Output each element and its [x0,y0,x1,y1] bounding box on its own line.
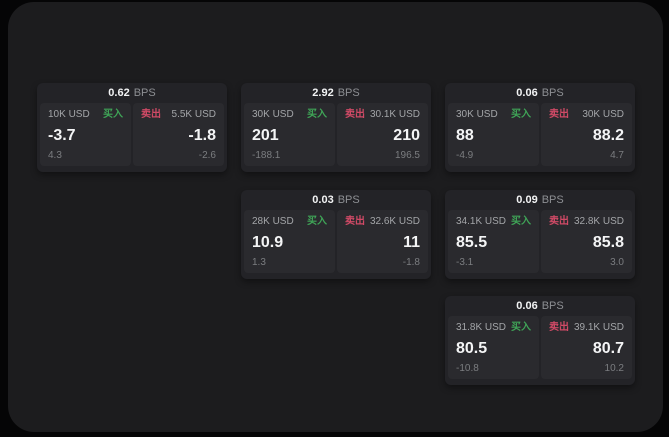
buy-change: -4.9 [456,150,474,161]
sell-label: 卖出 [549,216,569,227]
buy-change: -10.8 [456,363,479,374]
card-body: 34.1K USD 买入 85.5 -3.1 卖出 32.8K USD 85.8… [448,210,632,273]
card-body: 28K USD 买入 10.9 1.3 卖出 32.6K USD 11 -1.8 [244,210,428,273]
sell-change: 4.7 [610,150,624,161]
buy-label: 买入 [511,322,531,333]
sell-amount: 30.1K USD [369,109,420,120]
buy-change: -3.1 [456,257,474,268]
buy-value: -3.7 [48,126,76,144]
buy-amount: 10K USD [48,109,90,120]
sell-amount: 30K USD [582,109,624,120]
buy-amount: 30K USD [252,109,294,120]
quote-card-4: 0.03 BPS 28K USD 买入 10.9 1.3 卖出 32.6K US… [241,190,431,279]
buy-tile[interactable]: 10K USD 买入 -3.7 4.3 [40,103,131,166]
quote-card-2: 2.92 BPS 30K USD 买入 201 -188.1 卖出 30.1K … [241,83,431,172]
sell-change: -2.6 [198,150,216,161]
bps-unit: BPS [337,194,360,206]
sell-tile[interactable]: 卖出 5.5K USD -1.8 -2.6 [133,103,224,166]
card-body: 30K USD 买入 201 -188.1 卖出 30.1K USD 210 1… [244,103,428,166]
buy-label: 买入 [103,109,123,120]
card-body: 31.8K USD 买入 80.5 -10.8 卖出 39.1K USD 80.… [448,316,632,379]
sell-value: 80.7 [592,339,624,357]
buy-value: 80.5 [456,339,488,357]
sell-label: 卖出 [549,322,569,333]
quote-card-1: 0.62 BPS 10K USD 买入 -3.7 4.3 卖出 5.5K USD… [37,83,227,172]
sell-amount: 32.6K USD [369,216,420,227]
bps-value: 0.06 [516,300,538,312]
sell-label: 卖出 [141,109,161,120]
sell-value: -1.8 [188,126,216,144]
sell-label: 卖出 [345,216,365,227]
bps-value: 0.62 [108,87,130,99]
buy-amount: 34.1K USD [456,216,507,227]
buy-tile[interactable]: 34.1K USD 买入 85.5 -3.1 [448,210,539,273]
sell-value: 11 [403,233,420,251]
card-body: 10K USD 买入 -3.7 4.3 卖出 5.5K USD -1.8 -2.… [40,103,224,166]
sell-tile[interactable]: 卖出 30K USD 88.2 4.7 [541,103,632,166]
bps-value: 2.92 [312,87,334,99]
sell-value: 88.2 [592,126,624,144]
buy-value: 88 [456,126,474,144]
card-header: 2.92 BPS [244,83,428,103]
bps-unit: BPS [541,87,564,99]
bps-unit: BPS [541,300,564,312]
card-body: 30K USD 买入 88 -4.9 卖出 30K USD 88.2 4.7 [448,103,632,166]
buy-change: -188.1 [252,150,281,161]
buy-label: 买入 [307,109,327,120]
card-header: 0.62 BPS [40,83,224,103]
buy-amount: 30K USD [456,109,498,120]
buy-amount: 31.8K USD [456,322,507,333]
sell-value: 210 [393,126,420,144]
buy-label: 买入 [511,216,531,227]
buy-change: 4.3 [48,150,62,161]
bps-value: 0.09 [516,194,538,206]
card-header: 0.06 BPS [448,83,632,103]
sell-tile[interactable]: 卖出 39.1K USD 80.7 10.2 [541,316,632,379]
sell-amount: 5.5K USD [171,109,216,120]
bps-unit: BPS [541,194,564,206]
buy-tile[interactable]: 30K USD 买入 88 -4.9 [448,103,539,166]
buy-amount: 28K USD [252,216,294,227]
buy-label: 买入 [511,109,531,120]
sell-tile[interactable]: 卖出 32.6K USD 11 -1.8 [337,210,428,273]
quote-card-5: 0.09 BPS 34.1K USD 买入 85.5 -3.1 卖出 32.8K… [445,190,635,279]
card-header: 0.06 BPS [448,296,632,316]
sell-value: 85.8 [592,233,624,251]
bps-value: 0.03 [312,194,334,206]
quote-card-3: 0.06 BPS 30K USD 买入 88 -4.9 卖出 30K USD 8… [445,83,635,172]
buy-tile[interactable]: 30K USD 买入 201 -188.1 [244,103,335,166]
bps-unit: BPS [133,87,156,99]
sell-change: 3.0 [610,257,624,268]
card-header: 0.03 BPS [244,190,428,210]
buy-value: 201 [252,126,279,144]
card-header: 0.09 BPS [448,190,632,210]
sell-change: 196.5 [394,150,420,161]
buy-tile[interactable]: 31.8K USD 买入 80.5 -10.8 [448,316,539,379]
bps-unit: BPS [337,87,360,99]
buy-change: 1.3 [252,257,266,268]
buy-value: 10.9 [252,233,284,251]
sell-label: 卖出 [345,109,365,120]
buy-tile[interactable]: 28K USD 买入 10.9 1.3 [244,210,335,273]
sell-change: -1.8 [402,257,420,268]
buy-value: 85.5 [456,233,488,251]
sell-amount: 39.1K USD [573,322,624,333]
quote-card-6: 0.06 BPS 31.8K USD 买入 80.5 -10.8 卖出 39.1… [445,296,635,385]
buy-label: 买入 [307,216,327,227]
sell-tile[interactable]: 卖出 30.1K USD 210 196.5 [337,103,428,166]
bps-value: 0.06 [516,87,538,99]
sell-change: 10.2 [604,363,624,374]
sell-tile[interactable]: 卖出 32.8K USD 85.8 3.0 [541,210,632,273]
sell-amount: 32.8K USD [573,216,624,227]
sell-label: 卖出 [549,109,569,120]
